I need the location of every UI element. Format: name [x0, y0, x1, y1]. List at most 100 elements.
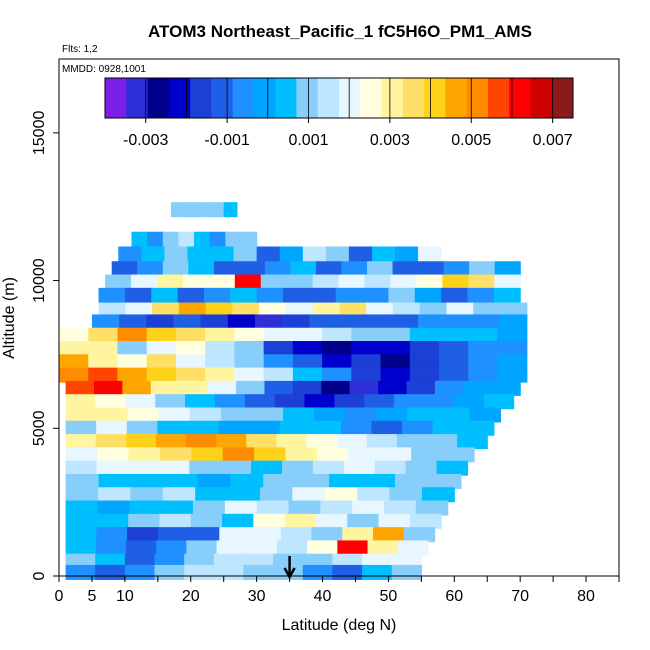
heatmap-cell	[421, 487, 455, 503]
x-tick-label: 70	[511, 588, 529, 605]
heatmap-cell	[416, 274, 443, 290]
heatmap-cell	[321, 380, 351, 396]
heatmap-cell	[96, 420, 128, 436]
heatmap-cell	[253, 513, 286, 529]
heatmap-cell	[340, 420, 373, 436]
heatmap-cell	[236, 380, 266, 396]
heatmap-cell	[146, 367, 177, 383]
heatmap-cell	[233, 246, 258, 262]
heatmap-cell	[463, 380, 493, 396]
heatmap-cell	[162, 487, 196, 503]
heatmap-cell	[296, 473, 330, 489]
heatmap-cell	[279, 246, 304, 262]
heatmap-cell	[379, 447, 412, 463]
heatmap-cell	[491, 380, 521, 396]
heatmap-cell	[65, 447, 98, 463]
heatmap-cell	[345, 407, 377, 423]
colorbar-tick-label: -0.001	[204, 132, 249, 149]
heatmap-cell	[65, 513, 98, 529]
heatmap-cell	[281, 460, 314, 476]
heatmap-cell	[91, 314, 120, 330]
colorbar-segment	[530, 78, 553, 118]
heatmap-cell	[117, 367, 148, 383]
heatmap-cell	[351, 367, 382, 383]
colorbar-segment	[190, 78, 212, 118]
heatmap-cell	[468, 341, 499, 357]
heatmap-cell	[154, 564, 185, 580]
heatmap-cell	[374, 460, 407, 476]
heatmap-cell	[157, 274, 184, 290]
heatmap-cell	[157, 527, 190, 543]
heatmap-cell	[335, 287, 363, 303]
heatmap-cell	[494, 261, 521, 277]
heatmap-cell	[128, 513, 161, 529]
heatmap-cell	[342, 527, 374, 543]
colorbar-segment	[105, 78, 127, 118]
colorbar: -0.003 -0.001 0.001 0.003 0.005 0.007	[104, 77, 574, 149]
heatmap-cell	[414, 287, 442, 303]
heatmap-cell	[178, 302, 207, 318]
heatmap-cell	[315, 261, 343, 277]
colorbar-segment	[381, 78, 404, 118]
x-tick-label: 20	[182, 588, 200, 605]
heatmap-cell	[371, 420, 403, 436]
colorbar-segment	[339, 78, 361, 118]
heatmap-cell	[468, 274, 495, 290]
x-axis-title: Latitude (deg N)	[282, 617, 397, 634]
heatmap-cell	[419, 302, 448, 318]
heatmap-cell	[182, 274, 210, 290]
heatmap-cell	[159, 447, 192, 463]
y-tick-label: 10000	[31, 258, 48, 303]
heatmap-cell	[306, 434, 338, 450]
heatmap-cell	[436, 460, 469, 476]
heatmap-cell	[131, 231, 148, 247]
heatmap-cell	[156, 540, 187, 556]
heatmap-cell	[214, 394, 246, 410]
heatmap-cell	[439, 367, 469, 383]
heatmap-cell	[124, 564, 156, 580]
heatmap-cell	[65, 380, 95, 396]
heatmap-cell	[59, 327, 89, 343]
heatmap-cell	[259, 487, 293, 503]
heatmap-cell	[197, 473, 231, 489]
heatmap-cell	[469, 261, 496, 277]
heatmap-cell	[439, 327, 469, 343]
heatmap-cell	[216, 540, 248, 556]
heatmap-cell	[256, 246, 281, 262]
y-tick-label: 15000	[31, 111, 48, 156]
heatmap-cell	[194, 231, 211, 247]
colorbar-segment	[445, 78, 468, 118]
heatmap-cell	[162, 261, 189, 277]
heatmap-cell	[351, 341, 382, 357]
heatmap-cell	[338, 274, 366, 290]
heatmap-cell	[497, 327, 528, 343]
heatmap-cell	[205, 302, 233, 318]
heatmap-cell	[395, 473, 429, 489]
heatmap-cell	[225, 231, 242, 247]
heatmap-cell	[292, 341, 323, 357]
x-tick-label: 80	[577, 588, 595, 605]
heatmap-cell	[98, 302, 126, 318]
heatmap-cell	[378, 513, 411, 529]
heatmap-cell	[239, 261, 266, 277]
heatmap-cell	[111, 261, 138, 277]
heatmap-cell	[227, 314, 256, 330]
heatmap-cell	[263, 367, 294, 383]
heatmap-cell	[351, 327, 382, 343]
heatmap-cell	[336, 434, 368, 450]
heatmap-cell	[177, 287, 205, 303]
colorbar-segment	[317, 78, 340, 118]
colorbar-segment	[147, 78, 170, 118]
heatmap-cell	[222, 513, 254, 529]
heatmap-cell	[188, 527, 220, 543]
heatmap-cell	[146, 341, 177, 357]
colorbar-segment	[424, 78, 446, 118]
heatmap-cell	[220, 407, 253, 423]
heatmap-cell	[322, 354, 352, 370]
heatmap-cell	[259, 302, 287, 318]
heatmap-cell	[442, 447, 475, 463]
heatmap-cell	[314, 407, 346, 423]
heatmap-cell	[158, 407, 191, 423]
colorbar-tick-label: -0.003	[123, 132, 168, 149]
heatmap-cell	[250, 527, 282, 543]
